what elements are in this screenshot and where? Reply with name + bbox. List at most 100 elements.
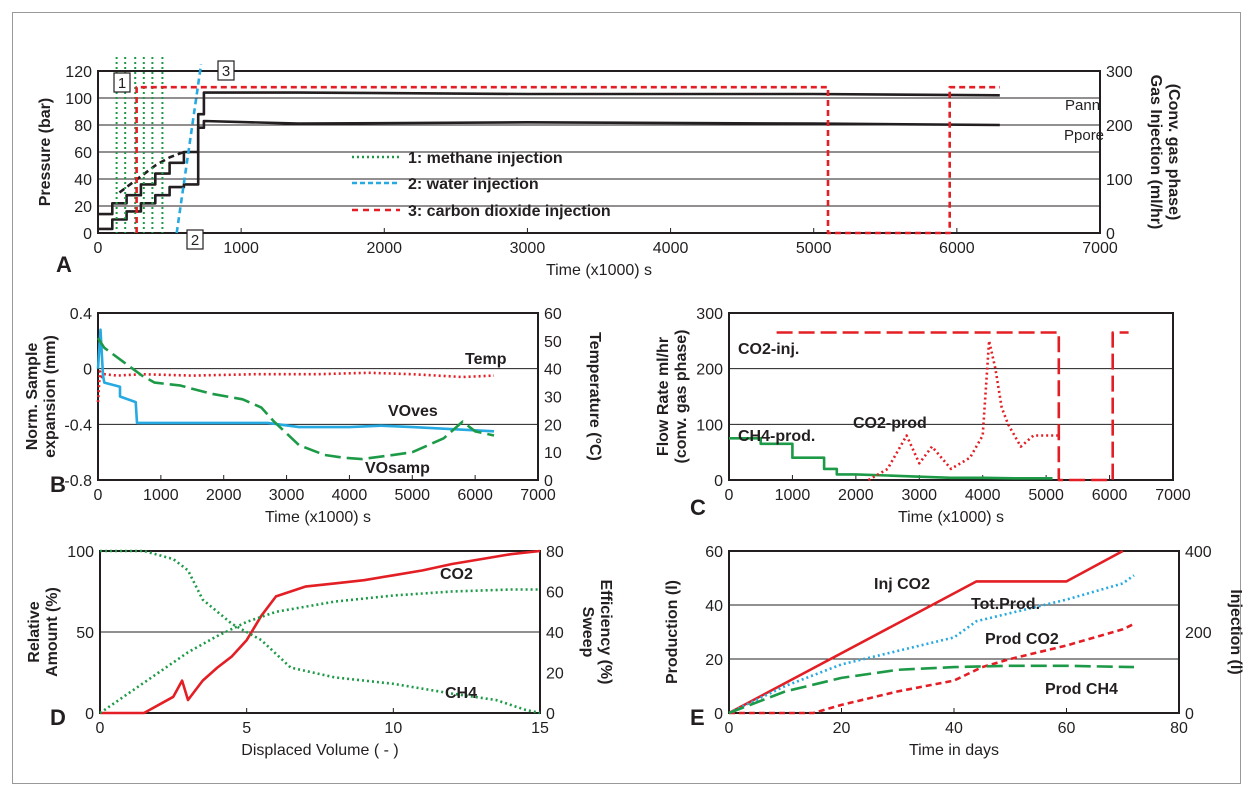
y-tick-label: 0	[83, 362, 92, 379]
annotation-co2-prod: CO2-prod	[853, 415, 927, 432]
series-line	[135, 85, 1000, 235]
y2-axis-label: Sweep	[579, 607, 596, 658]
y2-tick-label: 30	[544, 390, 562, 407]
y-tick-label: 60	[705, 544, 723, 561]
y2-tick-label: 200	[1106, 118, 1133, 135]
y2-tick-label: 10	[544, 445, 562, 462]
x-tick-label: 4000	[653, 240, 689, 257]
y-tick-label: 200	[696, 362, 723, 379]
panel-letter: E	[690, 705, 705, 730]
series-line	[729, 436, 1053, 480]
y-tick-label: 120	[65, 64, 92, 81]
x-axis-label: Time (x1000) s	[546, 262, 652, 279]
x-tick-label: 3000	[510, 240, 546, 257]
x-tick-label: 4000	[332, 487, 368, 504]
series-line	[100, 549, 541, 715]
annotation-ch4: CH4	[445, 685, 477, 702]
y-tick-label: 100	[67, 544, 94, 561]
x-tick-label: 0	[96, 720, 105, 737]
x-tick-label: 2000	[366, 240, 402, 257]
y2-tick-label: 40	[546, 625, 564, 642]
annotation-prod-ch4: Prod CH4	[1045, 681, 1118, 698]
y-tick-label: 0.4	[70, 306, 92, 323]
y-tick-label: 0	[85, 706, 94, 723]
panel-C: 0 1000 2000 3000 4000 5000 6000 7000 0 100 200 300 T…	[655, 306, 1191, 526]
y-tick-label: 20	[705, 652, 723, 669]
y-tick-label: 50	[76, 625, 94, 642]
x-tick-label: 60	[1058, 720, 1076, 737]
x-tick-label: 2000	[206, 487, 242, 504]
marker-label: 1	[118, 75, 126, 92]
marker-label: 3	[222, 63, 230, 80]
annotation-co2-inj: CO2-inj.	[738, 341, 799, 358]
x-tick-label: 2000	[838, 487, 874, 504]
series-line	[99, 588, 540, 715]
y2-tick-label: 300	[1106, 64, 1133, 81]
x-tick-label: 1000	[223, 240, 259, 257]
y2-tick-label: 0	[1106, 226, 1115, 243]
y-tick-label: 40	[705, 598, 723, 615]
y-tick-label: 60	[74, 145, 92, 162]
x-tick-label: 6000	[1092, 487, 1128, 504]
panel-letter: D	[50, 705, 66, 730]
series-line	[96, 337, 495, 461]
x-tick-label: 4000	[965, 487, 1001, 504]
y2-tick-label: 50	[544, 334, 562, 351]
y-axis-label: (conv. gas phase)	[673, 330, 690, 464]
x-tick-label: 1000	[143, 487, 179, 504]
y-tick-label: -0.8	[64, 473, 92, 490]
y-tick-label: -0.4	[64, 417, 92, 434]
y2-axis-label: Efficiency (%)	[597, 580, 614, 685]
x-tick-label: 0	[725, 487, 734, 504]
y-tick-label: 300	[696, 306, 723, 323]
y2-tick-label: 20	[546, 666, 564, 683]
y-tick-label: 40	[74, 172, 92, 189]
annotation-ppore: Ppore	[1064, 127, 1104, 144]
annotation-co2: CO2	[440, 566, 473, 583]
series-line	[98, 119, 1000, 231]
y-tick-label: 80	[74, 118, 92, 135]
y-tick-label: 20	[74, 199, 92, 216]
plot-frame	[728, 312, 1174, 481]
y-tick-label: 0	[714, 473, 723, 490]
series-line	[728, 664, 1135, 715]
plot-frame	[97, 312, 539, 481]
x-axis-label: Time (x1000) s	[898, 509, 1004, 526]
annotation-temp: Temp	[465, 351, 507, 368]
x-tick-label: 3000	[901, 487, 937, 504]
y2-tick-label: 0	[546, 706, 555, 723]
y-axis-label: expansion (mm)	[42, 335, 59, 458]
marker-box	[113, 72, 131, 93]
x-tick-label: 5000	[796, 240, 832, 257]
y-tick-label: 100	[696, 417, 723, 434]
y2-tick-label: 60	[544, 306, 562, 323]
plot-frame	[99, 550, 541, 714]
x-tick-label: 3000	[269, 487, 305, 504]
x-tick-label: 7000	[520, 487, 556, 504]
x-tick-label: 40	[945, 720, 963, 737]
y2-tick-label: 200	[1185, 625, 1212, 642]
marker-box	[186, 229, 204, 250]
marker-label: 2	[191, 232, 199, 249]
y-tick-label: 100	[65, 91, 92, 108]
panel-letter: C	[690, 495, 706, 520]
annotation-inj-co2: Inj CO2	[874, 576, 930, 593]
x-tick-label: 6000	[939, 240, 975, 257]
y-axis-label: Norm. Sample	[24, 343, 41, 451]
series-line	[96, 328, 495, 433]
x-tick-label: 0	[94, 240, 103, 257]
y2-axis-label: Gas Injection (ml/hr)	[1147, 75, 1164, 230]
panel-letter: B	[50, 472, 66, 497]
y-tick-label: 0	[83, 226, 92, 243]
x-tick-label: 0	[725, 720, 734, 737]
panel-letter: A	[56, 252, 72, 277]
y-axis-label: Amount (%)	[44, 587, 61, 677]
y2-axis-label: Temperature (°C)	[586, 332, 603, 461]
marker-box	[217, 60, 235, 81]
y-tick-label: 0	[714, 706, 723, 723]
y-axis-label: Flow Rate ml/hr	[655, 337, 672, 456]
x-tick-label: 1000	[775, 487, 811, 504]
y2-tick-label: 0	[1185, 706, 1194, 723]
y-axis-label: Relative	[26, 601, 43, 662]
